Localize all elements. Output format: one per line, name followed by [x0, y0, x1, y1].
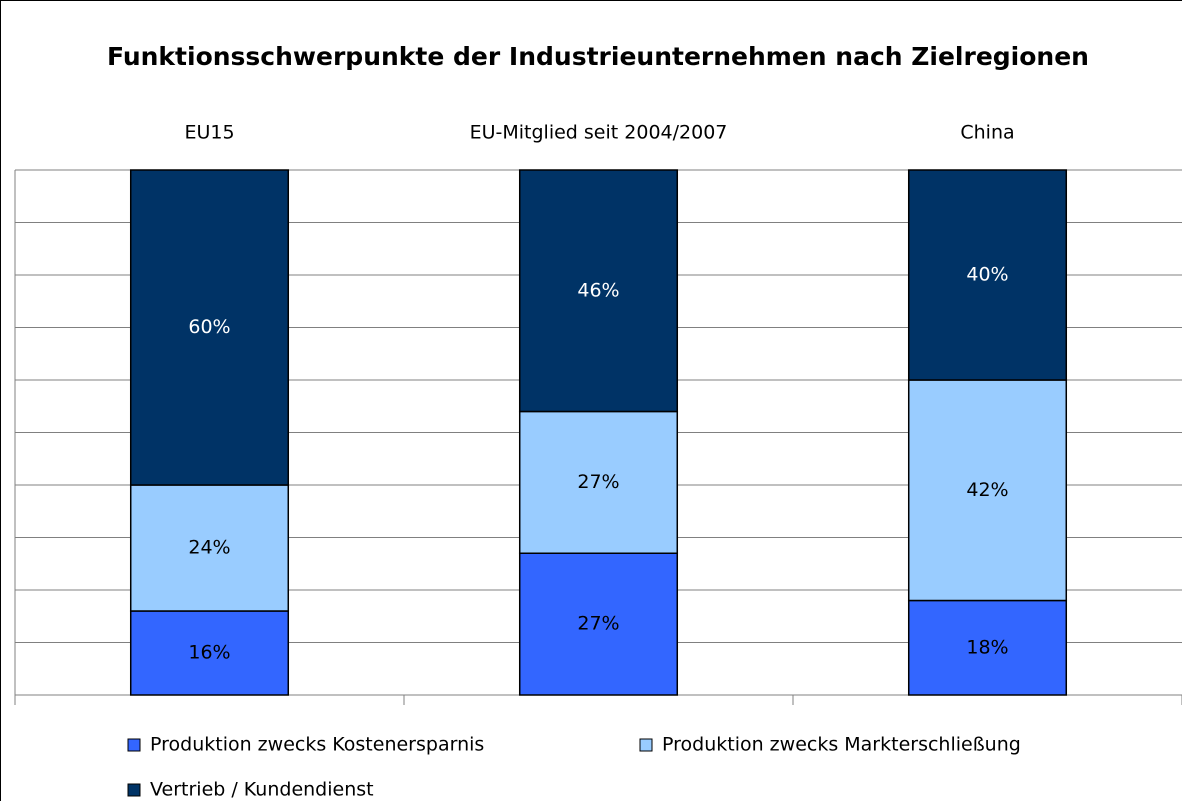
data-label: 40% — [966, 264, 1008, 286]
x-category-label: EU15 — [184, 122, 234, 144]
chart-title: Funktionsschwerpunkte der Industrieunter… — [107, 42, 1089, 71]
data-label: 42% — [966, 479, 1008, 501]
legend-swatch — [127, 738, 141, 752]
x-category-label: EU-Mitglied seit 2004/2007 — [470, 122, 728, 144]
data-label: 46% — [577, 279, 619, 301]
bar-segment — [129, 169, 290, 486]
legend-swatch — [639, 738, 653, 752]
data-label: 16% — [188, 642, 230, 664]
bar-segment — [518, 410, 679, 554]
x-category-label: China — [960, 122, 1014, 144]
data-label: 24% — [188, 537, 230, 559]
data-label: 27% — [577, 613, 619, 635]
bar-segment — [907, 379, 1068, 602]
bar-segment — [907, 169, 1068, 381]
bar-segment — [129, 610, 290, 696]
legend-label: Vertrieb / Kundendienst — [150, 779, 374, 801]
legend-label: Produktion zwecks Kostenersparnis — [150, 734, 484, 756]
bar-segment — [518, 169, 679, 413]
bar-segment — [907, 599, 1068, 696]
legend-label: Produktion zwecks Markterschließung — [662, 734, 1021, 756]
data-label: 18% — [966, 636, 1008, 658]
legend-swatch — [127, 783, 141, 797]
bar-segment — [129, 484, 290, 612]
data-label: 27% — [577, 471, 619, 493]
data-label: 60% — [188, 316, 230, 338]
